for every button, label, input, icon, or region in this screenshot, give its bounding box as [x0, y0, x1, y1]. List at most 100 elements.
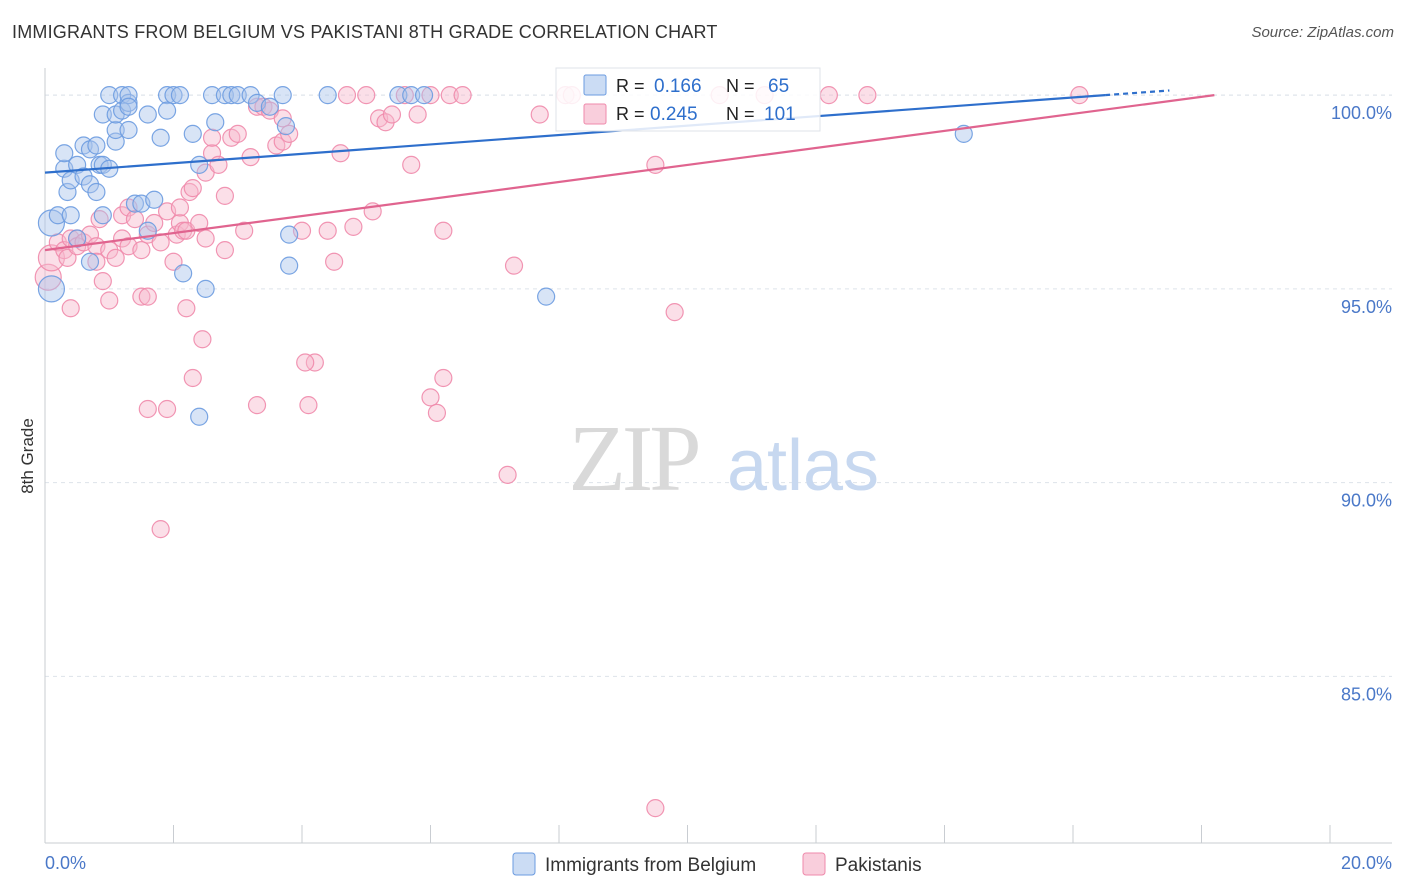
- point-pakistanis-73: [402, 155, 421, 174]
- stats-n-value-pakistanis: 101: [764, 104, 796, 125]
- point-belgium-35: [138, 105, 157, 124]
- x-tick-label-min: 0.0%: [45, 853, 86, 873]
- point-belgium-61: [414, 86, 434, 105]
- point-pakistanis-89: [819, 86, 838, 105]
- watermark: ZIP atlas: [569, 407, 880, 511]
- point-pakistanis-43: [202, 144, 222, 163]
- point-belgium-38: [157, 86, 177, 105]
- point-pakistanis-50: [235, 221, 254, 240]
- trend-line-belgium-extension: [1105, 89, 1170, 97]
- point-pakistanis-75: [421, 86, 440, 105]
- point-pakistanis-42: [196, 229, 215, 248]
- point-pakistanis-25: [138, 287, 157, 306]
- point-belgium-55: [273, 86, 292, 105]
- point-pakistanis-30: [157, 399, 177, 419]
- y-tick-label-95: 95.0%: [1341, 297, 1392, 317]
- axes: [44, 68, 1392, 844]
- point-belgium-47: [202, 86, 222, 105]
- point-pakistanis-98: [646, 799, 665, 818]
- point-pakistanis-81: [504, 256, 524, 275]
- series-pakistanis-points: [34, 86, 1089, 818]
- point-pakistanis-86: [665, 303, 684, 322]
- y-axis-label: 8th Grade: [18, 418, 37, 494]
- point-belgium-22: [100, 86, 119, 105]
- point-belgium-46: [196, 279, 215, 298]
- point-belgium-64: [276, 117, 296, 136]
- point-pakistanis-90: [858, 86, 877, 105]
- point-belgium-9: [68, 229, 87, 248]
- trend-line-pakistanis: [44, 94, 1215, 252]
- trend-line-belgium: [44, 94, 1106, 174]
- point-pakistanis-97: [151, 520, 170, 539]
- point-pakistanis-59: [299, 396, 318, 415]
- point-pakistanis-15: [100, 291, 119, 310]
- point-pakistanis-62: [318, 221, 337, 240]
- point-belgium-56: [280, 225, 299, 244]
- point-pakistanis-78: [440, 86, 459, 105]
- bottom-legend: Immigrants from Belgium Pakistanis: [512, 852, 922, 876]
- legend-swatch-pakistanis: [802, 852, 826, 876]
- point-pakistanis-79: [453, 86, 472, 105]
- stats-r-label-pakistanis: R =: [616, 104, 645, 124]
- point-belgium-28: [119, 93, 138, 112]
- point-belgium-5: [58, 182, 77, 202]
- point-pakistanis-72: [395, 86, 414, 105]
- point-belgium-45: [190, 407, 209, 426]
- point-belgium-57: [280, 256, 299, 275]
- stats-legend-swatch-belgium: [583, 74, 607, 96]
- point-belgium-50: [222, 86, 241, 105]
- point-pakistanis-94: [421, 388, 440, 407]
- point-belgium-18: [93, 206, 112, 225]
- point-pakistanis-36: [177, 299, 196, 318]
- point-pakistanis-47: [215, 241, 234, 260]
- point-pakistanis-77: [434, 221, 453, 240]
- tick-labels: 85.0% 90.0% 95.0% 100.0% 0.0% 20.0%: [45, 103, 1392, 873]
- point-pakistanis-63: [325, 252, 344, 271]
- point-belgium-32: [125, 194, 145, 213]
- grid-lines: [45, 94, 1392, 677]
- point-pakistanis-92: [247, 396, 267, 415]
- point-belgium-39: [157, 101, 177, 120]
- point-belgium-51: [228, 86, 247, 105]
- watermark-atlas: atlas: [727, 426, 879, 506]
- y-tick-label-90: 90.0%: [1341, 491, 1392, 511]
- point-belgium-62: [537, 287, 556, 306]
- point-belgium-36: [145, 190, 164, 209]
- point-pakistanis-95: [427, 403, 447, 422]
- y-tick-label-85: 85.0%: [1341, 684, 1392, 704]
- point-belgium-44: [190, 155, 209, 174]
- point-belgium-40: [164, 86, 183, 105]
- stats-r-label-belgium: R =: [616, 76, 645, 96]
- stats-r-value-belgium: 0.166: [654, 76, 702, 97]
- y-tick-label-100: 100.0%: [1331, 103, 1392, 123]
- point-belgium-59: [389, 86, 408, 105]
- point-pakistanis-24: [132, 287, 151, 306]
- point-belgium-16: [87, 136, 106, 155]
- point-belgium-43: [183, 124, 202, 143]
- point-pakistanis-4: [58, 248, 77, 267]
- chart-title: IMMIGRANTS FROM BELGIUM VS PAKISTANI 8TH…: [12, 22, 718, 42]
- point-belgium-19: [93, 105, 112, 124]
- point-belgium-24: [106, 120, 125, 140]
- point-belgium-30: [119, 97, 138, 116]
- point-pakistanis-12: [87, 252, 106, 271]
- point-belgium-13: [80, 252, 100, 271]
- point-pakistanis-6: [61, 299, 80, 318]
- point-pakistanis-23: [132, 241, 151, 260]
- point-pakistanis-22: [125, 210, 145, 229]
- point-pakistanis-96: [193, 330, 212, 349]
- point-pakistanis-34: [170, 198, 190, 217]
- stats-n-label-belgium: N =: [726, 76, 755, 96]
- x-tick-label-max: 20.0%: [1341, 853, 1392, 873]
- stats-n-label-pakistanis: N =: [726, 104, 755, 124]
- point-pakistanis-80: [498, 465, 517, 484]
- point-pakistanis-44: [202, 128, 222, 147]
- stats-r-value-pakistanis: 0.245: [650, 104, 698, 125]
- point-belgium-42: [174, 264, 193, 283]
- point-pakistanis-39: [183, 179, 202, 198]
- point-belgium-48: [206, 113, 225, 132]
- point-belgium-54: [260, 97, 279, 116]
- point-pakistanis-66: [344, 217, 363, 236]
- point-pakistanis-40: [190, 213, 209, 233]
- point-belgium-6: [61, 206, 80, 225]
